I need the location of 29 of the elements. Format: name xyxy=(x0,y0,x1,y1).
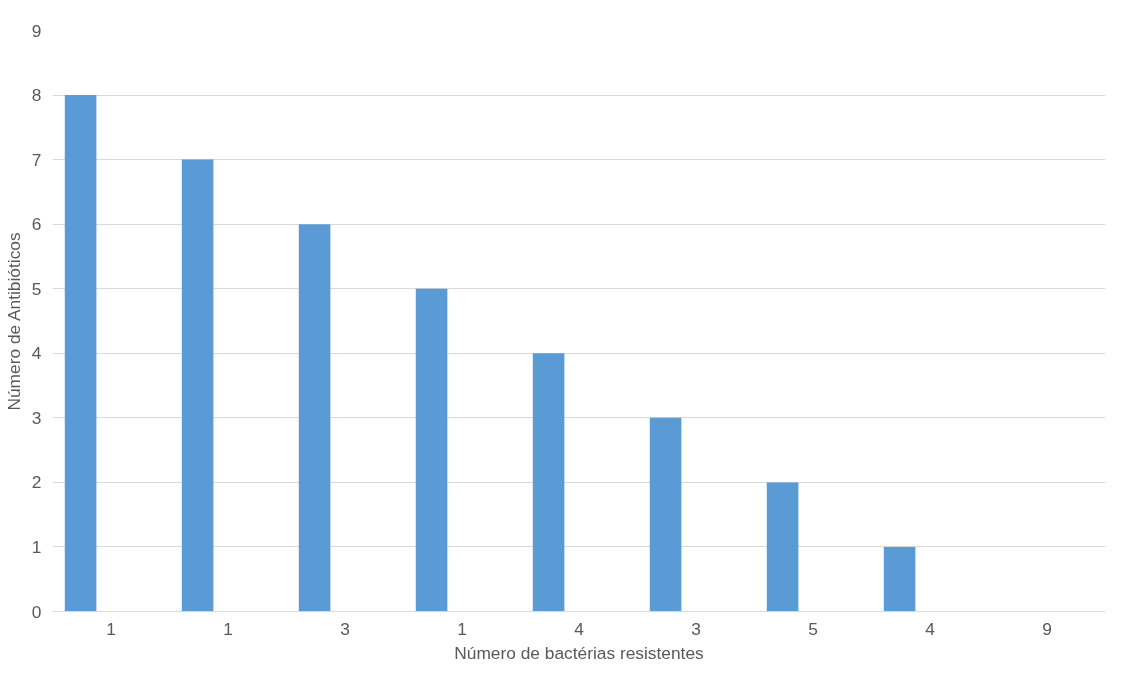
y-tick-label: 9 xyxy=(31,20,42,41)
x-tick-label: 4 xyxy=(925,618,936,639)
x-tick-label: 9 xyxy=(1042,618,1052,639)
bar xyxy=(883,546,916,612)
y-tick-label: 4 xyxy=(31,343,42,364)
x-axis-title: Número de bactérias resistentes xyxy=(454,642,705,663)
x-tick-label: 1 xyxy=(106,618,116,639)
y-tick-label: 3 xyxy=(31,407,42,428)
bar xyxy=(766,482,799,612)
y-tick-label: 6 xyxy=(31,214,42,235)
y-tick-label: 5 xyxy=(31,278,42,299)
bar xyxy=(415,288,448,612)
bar xyxy=(298,224,331,612)
y-tick-label: 0 xyxy=(31,601,42,622)
bar xyxy=(64,95,97,612)
bar xyxy=(649,417,682,612)
y-axis-title: Número de Antibióticos xyxy=(3,232,24,411)
y-tick-label: 8 xyxy=(31,85,42,106)
y-tick-label: 2 xyxy=(31,472,42,493)
bar xyxy=(532,353,565,612)
y-tick-label: 7 xyxy=(31,149,42,170)
bar xyxy=(181,159,214,612)
x-tick-label: 1 xyxy=(223,618,233,639)
x-tick-label: 1 xyxy=(457,618,467,639)
x-tick-label: 4 xyxy=(574,618,585,639)
y-tick-label: 1 xyxy=(31,536,42,557)
x-tick-label: 5 xyxy=(808,618,818,639)
x-tick-label: 3 xyxy=(340,618,350,639)
x-tick-label: 3 xyxy=(691,618,701,639)
